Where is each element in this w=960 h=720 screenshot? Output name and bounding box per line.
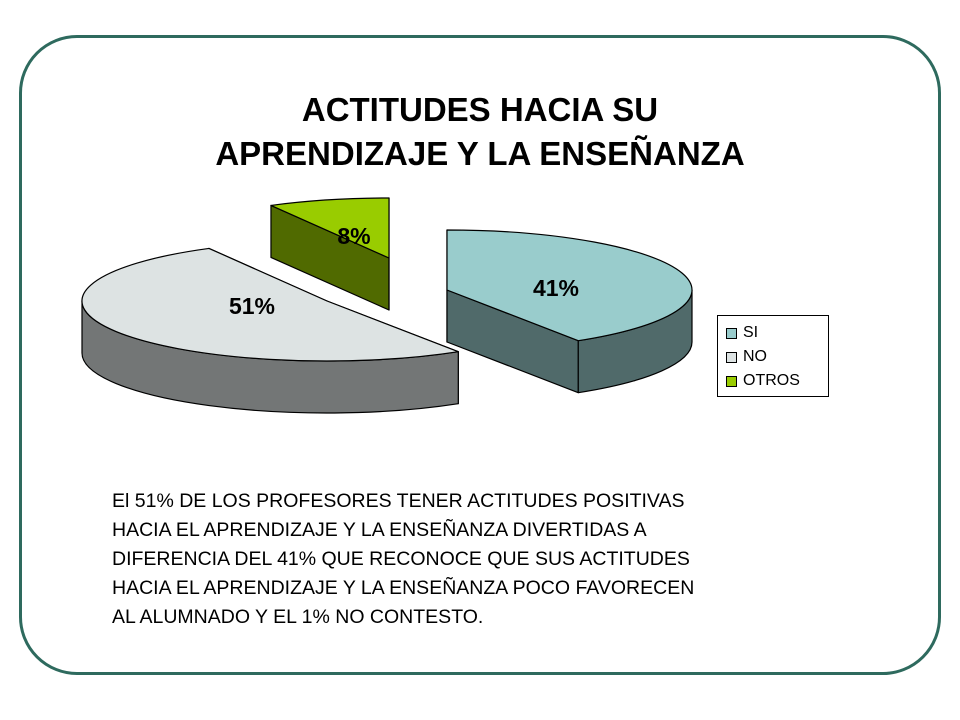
chart-title: ACTITUDES HACIA SU APRENDIZAJE Y LA ENSE… [0, 88, 960, 176]
legend-item-otros: OTROS [726, 371, 800, 391]
data-label-no: 51% [229, 293, 275, 319]
data-label-si: 41% [533, 275, 579, 301]
title-line-2: APRENDIZAJE Y LA ENSEÑANZA [215, 135, 745, 172]
summary-line-2: HACIA EL APRENDIZAJE Y LA ENSEÑANZA DIVE… [112, 519, 647, 541]
legend-label-si: SI [743, 324, 759, 341]
summary-line-1: El 51% DE LOS PROFESORES TENER ACTITUDES… [112, 490, 685, 512]
pie-labels: 41% 51% 8% [229, 223, 579, 319]
pie-slice-no [81, 247, 459, 362]
legend-label-otros: OTROS [743, 372, 800, 389]
legend-swatch-no [726, 351, 737, 363]
summary-line-3: DIFERENCIA DEL 41% QUE RECONOCE QUE SUS … [112, 548, 690, 570]
pie-slice-si [446, 229, 693, 342]
pie-slices [81, 197, 693, 414]
data-label-otros: 8% [337, 223, 370, 249]
legend-swatch-otros [726, 375, 737, 387]
summary-text: El 51% DE LOS PROFESORES TENER ACTITUDES… [112, 487, 872, 632]
summary-line-4: HACIA EL APRENDIZAJE Y LA ENSEÑANZA POCO… [112, 577, 695, 599]
pie-slice-otros [270, 197, 390, 259]
title-line-1: ACTITUDES HACIA SU [301, 91, 659, 128]
summary-line-5: AL ALUMNADO Y EL 1% NO CONTESTO. [112, 606, 484, 628]
legend-swatch-si [726, 327, 737, 339]
legend-label-no: NO [743, 348, 767, 365]
slide-frame [19, 35, 941, 675]
chart-legend: SI NO OTROS [717, 315, 829, 397]
legend-item-no: NO [726, 347, 767, 367]
legend-item-si: SI [726, 323, 758, 343]
